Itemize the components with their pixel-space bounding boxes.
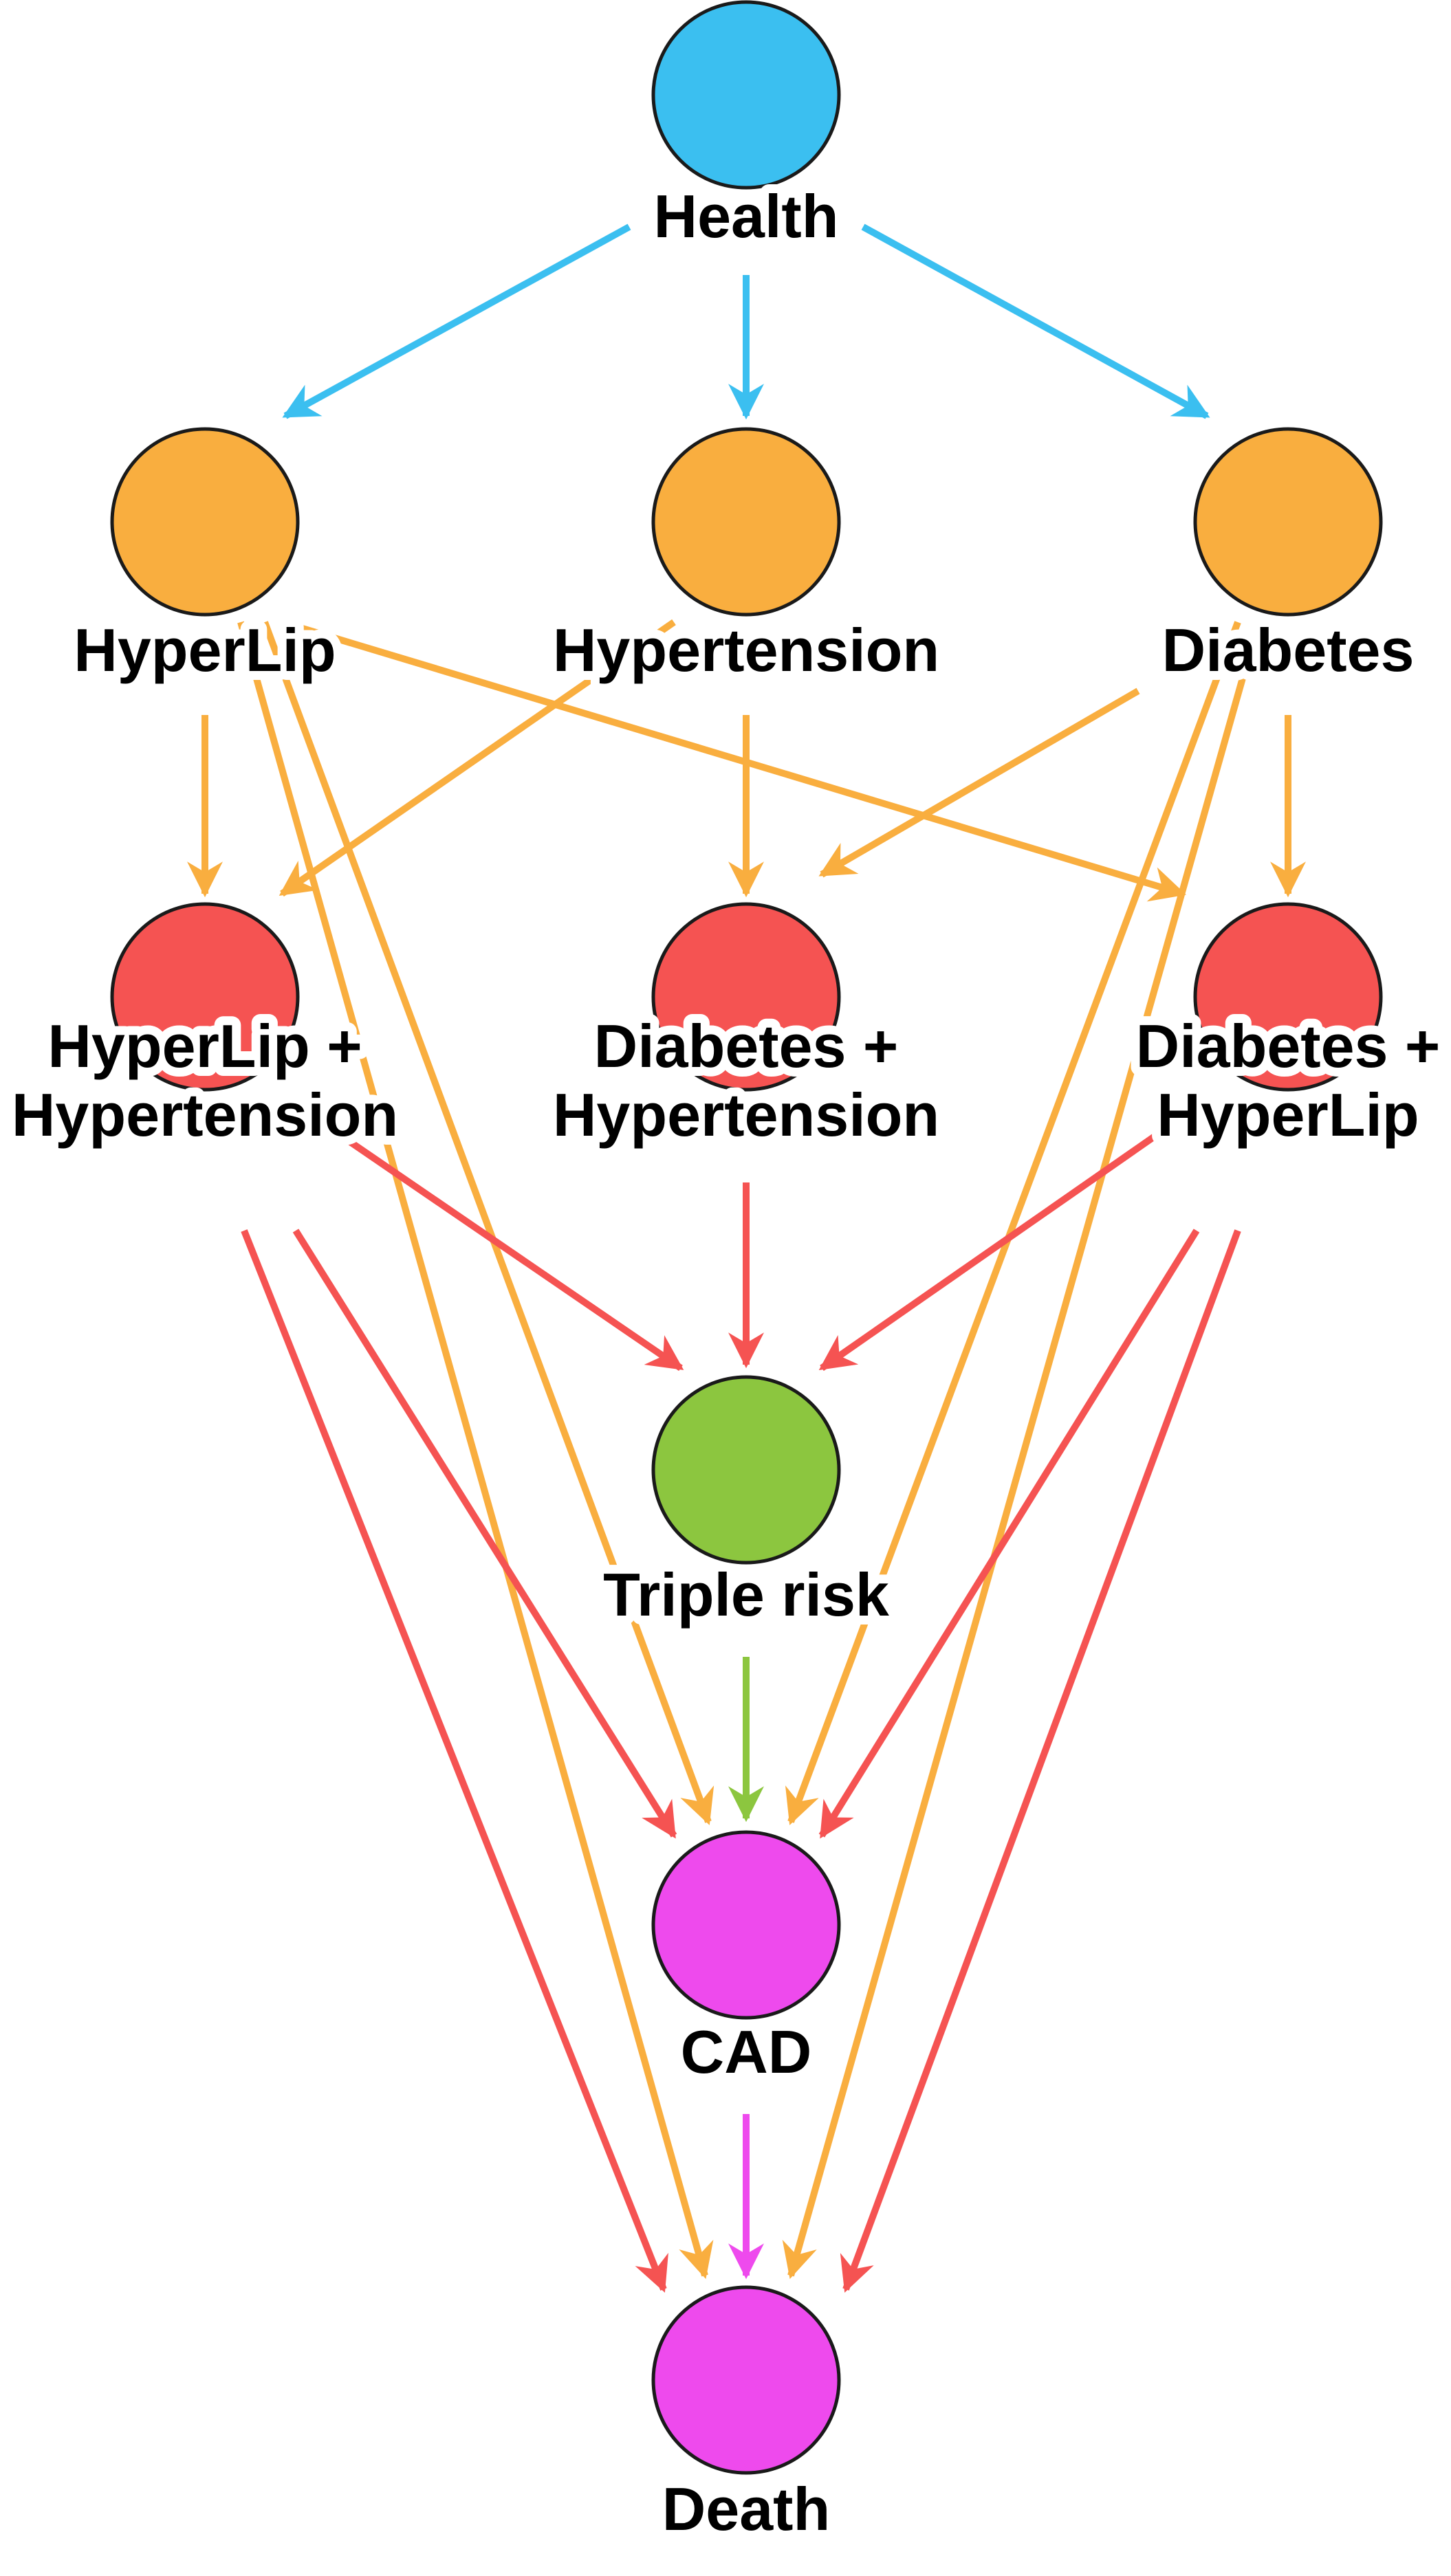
node-label-diabetes-hypertension-line-2: Hypertension <box>553 1081 939 1149</box>
node-label-diabetes-hypertension-line-1: Diabetes + <box>594 1012 899 1080</box>
node-label-hyperlip-hypertension-line-1: HyperLip + <box>47 1012 362 1080</box>
edge-hyperlip-to-cad <box>261 621 714 1825</box>
node-cad <box>651 1830 841 2020</box>
labels-layer: Health HyperLip Hypertension Diabetes HyperL… <box>3 173 1450 2552</box>
node-label-hyperlip-hypertension-line-2: Hypertension <box>12 1081 398 1149</box>
node-label-diabetes-hyperlip-line-1: Diabetes + <box>1136 1012 1441 1080</box>
node-death <box>651 2285 841 2475</box>
edge-health-to-hyperlip <box>282 223 631 419</box>
node-diabetes-hypertension <box>651 902 841 1092</box>
node-label-diabetes: Diabetes <box>1162 616 1415 684</box>
node-label-triple: Triple risk <box>603 1561 890 1629</box>
node-label-diabetes-hyperlip-line-2: HyperLip <box>1157 1081 1419 1149</box>
edge-hyperlip-hypertension-to-triple <box>287 1097 684 1372</box>
edge-hyperlip-to-diabetes-hyperlip <box>281 619 1186 902</box>
node-hypertension <box>651 427 841 617</box>
edges-layer <box>187 223 1306 2293</box>
nodes-layer <box>110 0 1383 2475</box>
node-hyperlip-hypertension <box>110 902 300 1092</box>
edge-diabetes-to-diabetes-hypertension <box>818 687 1140 878</box>
node-diabetes-hyperlip <box>1193 902 1383 1092</box>
edge-diabetes-hyperlip-to-triple <box>818 1097 1209 1372</box>
node-triple <box>651 1375 841 1565</box>
edge-diabetes-to-death <box>782 621 1262 2280</box>
node-label-death: Death <box>662 2475 831 2543</box>
edge-health-to-diabetes <box>861 223 1210 419</box>
edge-diabetes-hyperlip-to-cad <box>818 1229 1200 1839</box>
edge-hyperlip-hypertension-to-death <box>241 1229 668 2293</box>
node-label-hyperlip: HyperLip <box>74 616 336 684</box>
edge-hyperlip-hypertension-to-cad <box>292 1229 677 1839</box>
node-hyperlip <box>110 427 300 617</box>
edge-diabetes-hyperlip-to-death <box>840 1229 1241 2293</box>
node-label-cad: CAD <box>681 2018 812 2086</box>
node-health <box>651 0 841 190</box>
edge-diabetes-to-cad <box>785 621 1241 1825</box>
node-label-health: Health <box>654 182 839 250</box>
node-diabetes <box>1193 427 1383 617</box>
edge-hyperlip-to-death <box>237 621 714 2280</box>
node-label-hypertension: Hypertension <box>553 616 939 684</box>
